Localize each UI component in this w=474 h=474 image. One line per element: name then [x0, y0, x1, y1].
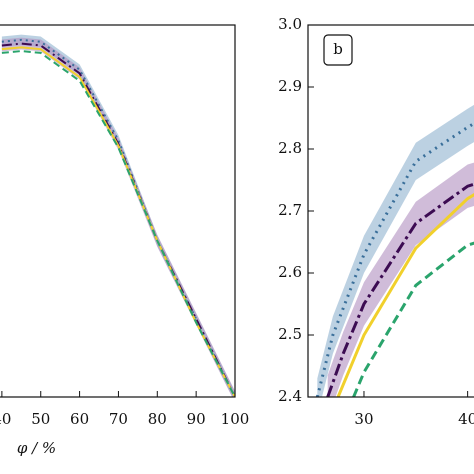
plot-area [1, 34, 235, 397]
x-tick-label: 80 [148, 410, 167, 428]
series-line [326, 182, 474, 397]
y-tick-label: 2.5 [278, 325, 302, 343]
annotation-box [323, 34, 353, 66]
x-tick-label: 60 [70, 410, 89, 428]
series-line [1, 42, 235, 397]
y-tick-label: 2.9 [278, 77, 302, 95]
uncertainty-band [1, 34, 235, 397]
panel-label: b [333, 40, 343, 58]
y-tick-label: 2.8 [278, 139, 302, 157]
series-line [315, 121, 474, 397]
x-tick-label: 40 [0, 410, 11, 428]
series-line [352, 241, 474, 397]
y-tick-label: 3.0 [278, 15, 302, 33]
x-tick-label: 30 [354, 410, 373, 428]
series-line [336, 193, 474, 397]
x-tick-label: 40 [458, 410, 474, 428]
y-tick-label: 2.6 [278, 263, 302, 281]
y-tick-label: 2.4 [278, 387, 302, 405]
x-axis-label: φ / % [17, 439, 56, 457]
series-line [1, 38, 235, 397]
x-tick-label: 50 [31, 410, 50, 428]
uncertainty-band [1, 37, 235, 397]
uncertainty-band [327, 162, 474, 397]
x-tick-label: 70 [109, 410, 128, 428]
series-line [1, 46, 235, 397]
plot-area [315, 104, 474, 397]
series-line [1, 50, 235, 397]
x-tick-label: 90 [187, 410, 206, 428]
axes-frame [0, 24, 236, 398]
x-tick-label: 100 [221, 410, 250, 428]
y-tick-label: 2.7 [278, 201, 302, 219]
uncertainty-band [317, 104, 474, 397]
